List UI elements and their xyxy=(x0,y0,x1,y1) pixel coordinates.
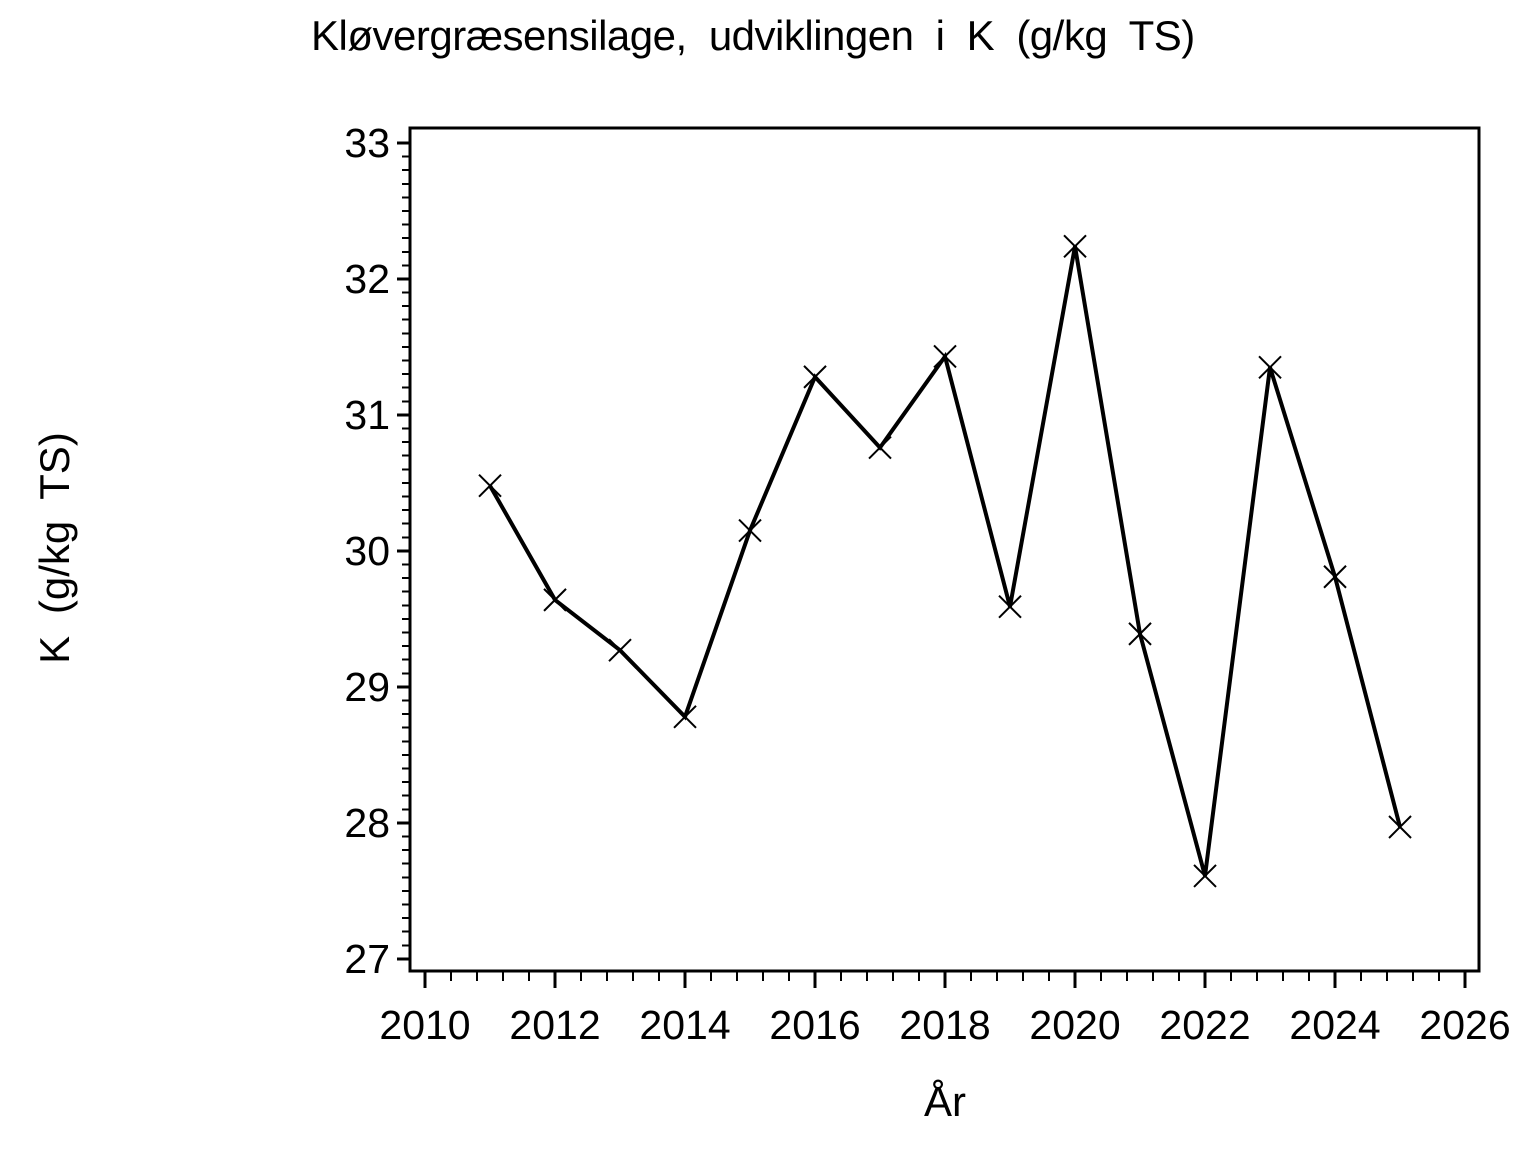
y-tick-label: 27 xyxy=(344,936,390,982)
data-line xyxy=(488,245,1402,877)
data-point-marker xyxy=(868,435,892,460)
data-point-marker xyxy=(1323,565,1347,589)
x-tick-label: 2016 xyxy=(769,1002,860,1048)
y-tick-label: 32 xyxy=(344,256,390,302)
x-tick-label: 2014 xyxy=(639,1002,730,1048)
data-point-marker xyxy=(998,594,1022,619)
data-point-marker xyxy=(1388,815,1412,839)
data-point-marker xyxy=(738,518,762,543)
y-tick-label: 30 xyxy=(344,528,390,574)
data-point-marker xyxy=(673,705,697,729)
y-tick-label: 31 xyxy=(344,392,390,438)
x-tick-label: 2020 xyxy=(1029,1002,1120,1048)
y-tick-label: 29 xyxy=(344,664,390,710)
x-axis-title: År xyxy=(924,1078,966,1125)
plot-frame xyxy=(408,126,1481,973)
x-tick-label: 2024 xyxy=(1289,1002,1380,1048)
data-point-marker xyxy=(1258,355,1282,380)
x-tick-label: 2018 xyxy=(899,1002,990,1048)
x-tick-label: 2022 xyxy=(1159,1002,1250,1048)
y-tick-label: 33 xyxy=(344,120,390,166)
data-point-marker xyxy=(803,365,827,389)
data-point-marker xyxy=(543,588,567,612)
data-point-marker xyxy=(608,638,632,662)
data-point-marker xyxy=(1063,234,1087,259)
x-tick-label: 2010 xyxy=(379,1002,470,1048)
x-tick-label: 2026 xyxy=(1419,1002,1510,1048)
x-tick-label: 2012 xyxy=(509,1002,600,1048)
chart-title: Kløvergræsensilage, udviklingen i K (g/k… xyxy=(311,12,1195,59)
data-point-marker xyxy=(1128,622,1152,646)
data-point-marker xyxy=(933,344,957,369)
data-point-marker xyxy=(1193,864,1217,888)
y-tick-label: 28 xyxy=(344,800,390,846)
data-point-marker xyxy=(478,473,502,498)
